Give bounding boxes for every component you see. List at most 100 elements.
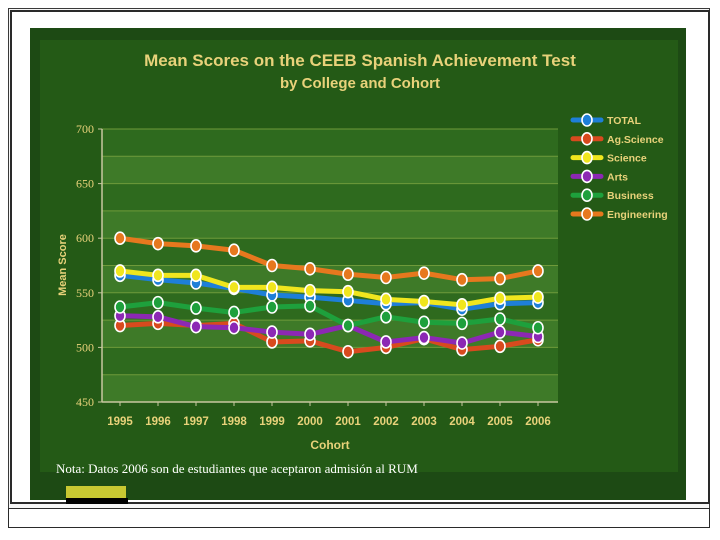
- legend-label: TOTAL: [607, 115, 642, 127]
- legend-label: Science: [607, 153, 647, 165]
- data-point-science: [380, 292, 392, 307]
- bottom-bar: [8, 508, 710, 528]
- yellow-tab: [66, 486, 126, 498]
- series-science: [114, 264, 544, 312]
- data-point-arts: [228, 320, 240, 335]
- data-point-engineering: [114, 231, 126, 245]
- x-tick-label: 1998: [221, 416, 247, 428]
- legend-label: Ag.Science: [607, 134, 664, 146]
- legend-label: Arts: [607, 171, 628, 183]
- data-point-engineering: [266, 258, 278, 273]
- data-point-business: [418, 315, 430, 330]
- series-line-science: [117, 268, 541, 308]
- data-point-science: [342, 284, 354, 299]
- data-point-science: [304, 283, 316, 298]
- x-tick-label: 2002: [373, 416, 399, 428]
- legend-label: Engineering: [607, 209, 668, 221]
- x-tick-label: 2005: [487, 416, 513, 428]
- plot-band: [102, 347, 558, 375]
- data-point-engineering: [380, 270, 392, 285]
- series-lines: [114, 231, 544, 359]
- yellow-tab-base: [66, 498, 128, 504]
- legend-swatch-marker: [581, 207, 593, 221]
- data-point-business: [190, 301, 202, 315]
- series-line-arts: [117, 313, 541, 346]
- y-axis-label: Mean Score: [57, 234, 69, 296]
- data-point-science: [456, 298, 468, 312]
- data-point-engineering: [190, 239, 202, 253]
- footnote: Nota: Datos 2006 son de estudiantes que …: [56, 461, 418, 476]
- legend-item-ag-science: Ag.Science: [570, 132, 664, 146]
- data-point-engineering: [418, 266, 430, 280]
- x-tick-label: 2003: [411, 416, 437, 428]
- y-tick-label: 450: [76, 395, 94, 409]
- y-tick-label: 550: [76, 286, 94, 300]
- data-point-arts: [190, 319, 202, 334]
- legend-swatch-marker: [581, 169, 593, 184]
- data-point-business: [228, 305, 240, 320]
- plot-band: [102, 374, 558, 402]
- data-point-business: [456, 316, 468, 331]
- x-axis-label: Cohort: [310, 438, 349, 452]
- data-point-business: [114, 300, 126, 314]
- data-point-business: [266, 300, 278, 314]
- data-point-arts: [418, 330, 430, 345]
- y-tick-label: 500: [76, 340, 94, 354]
- legend-item-engineering: Engineering: [570, 207, 668, 221]
- data-point-engineering: [532, 264, 544, 278]
- data-point-business: [152, 295, 164, 310]
- data-point-engineering: [152, 236, 164, 251]
- data-point-science: [190, 268, 202, 283]
- plot-band: [102, 156, 558, 184]
- legend-swatch-marker: [581, 132, 593, 146]
- x-tick-label: 1997: [183, 416, 209, 428]
- series-line-business: [117, 300, 541, 331]
- x-tick-label: 1995: [107, 416, 133, 428]
- data-point-arts: [494, 325, 506, 339]
- data-point-arts: [456, 336, 468, 350]
- x-tick-label: 1996: [145, 416, 171, 428]
- series-engineering: [114, 231, 544, 287]
- data-point-science: [228, 280, 240, 295]
- series-business: [114, 295, 544, 335]
- data-point-arts: [266, 325, 278, 339]
- data-point-arts: [380, 335, 392, 349]
- data-point-science: [114, 264, 126, 278]
- x-tick-label: 1999: [259, 416, 285, 428]
- x-tick-label: 2004: [449, 416, 475, 428]
- data-point-science: [418, 294, 430, 309]
- data-point-business: [304, 299, 316, 313]
- legend-swatch-marker: [581, 113, 593, 127]
- legend-swatch-marker: [581, 188, 593, 202]
- data-point-engineering: [456, 272, 468, 287]
- legend-item-arts: Arts: [570, 169, 628, 184]
- plot-band: [102, 129, 558, 157]
- x-tick-labels: 1995 1996 1997 1998 1999 2000 2001 2002 2003 2004…: [107, 402, 551, 428]
- plot-band: [102, 210, 558, 239]
- legend-item-business: Business: [570, 188, 654, 202]
- series-line-engineering: [117, 235, 541, 283]
- data-point-arts: [152, 310, 164, 324]
- x-tick-label: 2001: [335, 416, 361, 428]
- data-point-engineering: [342, 267, 354, 282]
- data-point-business: [494, 312, 506, 326]
- x-tick-label: 2000: [297, 416, 323, 428]
- legend-item-total: TOTAL: [570, 113, 642, 127]
- chart-subtitle: by College and Cohort: [280, 75, 440, 92]
- data-point-science: [266, 280, 278, 295]
- data-point-engineering: [228, 243, 240, 258]
- data-point-business: [380, 310, 392, 324]
- data-point-science: [152, 268, 164, 283]
- legend: TOTAL Ag.Science Science Arts Business Engine…: [570, 113, 668, 221]
- plot-band: [102, 183, 558, 211]
- x-tick-label: 2006: [525, 416, 551, 428]
- y-tick-label: 700: [76, 122, 94, 136]
- data-point-science: [532, 290, 544, 304]
- legend-swatch-marker: [581, 150, 593, 165]
- data-point-engineering: [304, 261, 316, 276]
- y-tick-labels: 450 500 550 600 650 700: [76, 122, 102, 409]
- series-line-total: [117, 272, 541, 312]
- legend-label: Business: [607, 190, 654, 202]
- data-point-engineering: [494, 271, 506, 286]
